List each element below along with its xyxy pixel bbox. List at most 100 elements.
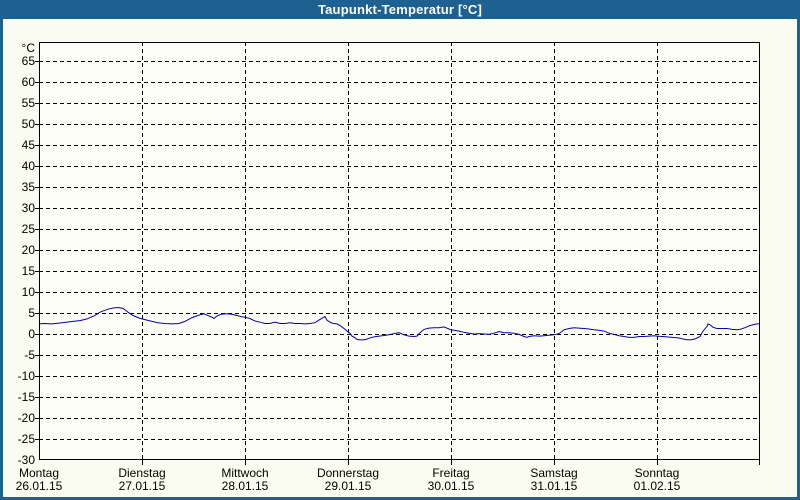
y-axis-label: 65 [21,54,35,68]
y-tick [35,313,39,314]
h-gridline [39,334,760,335]
day-name: Samstag [530,466,578,480]
v-gridline [245,42,246,460]
y-tick [35,229,39,230]
v-gridline [348,42,349,460]
h-gridline [39,376,760,377]
h-gridline [39,313,760,314]
h-gridline [39,82,760,83]
h-gridline [39,145,760,146]
y-tick [35,439,39,440]
h-gridline [39,292,760,293]
x-axis-day-label: Mittwoch 28.01.15 [200,467,290,493]
y-tick [35,250,39,251]
y-tick [35,187,39,188]
y-tick [35,271,39,272]
day-date: 28.01.15 [221,479,269,493]
y-tick [35,82,39,83]
x-tick [451,460,452,465]
h-gridline [39,124,760,125]
y-tick [35,61,39,62]
y-tick [35,292,39,293]
v-gridline [554,42,555,460]
h-gridline [39,187,760,188]
h-gridline [39,61,760,62]
window-border-left [0,19,3,500]
h-gridline [39,229,760,230]
y-axis-label: 40 [21,159,35,173]
h-gridline [39,355,760,356]
y-axis-min-label: -30 [17,453,35,467]
y-axis-label: 25 [21,222,35,236]
day-name: Freitag [432,466,470,480]
y-tick [35,145,39,146]
y-axis-label: 5 [28,306,35,320]
h-gridline [39,208,760,209]
plot-area [39,42,760,460]
h-gridline [39,166,760,167]
y-tick [35,376,39,377]
y-tick [35,103,39,104]
h-gridline [39,103,760,104]
v-gridline [142,42,143,460]
x-tick [657,460,658,465]
day-date: 30.01.15 [427,479,475,493]
day-date: 26.01.15 [15,479,63,493]
h-gridline [39,271,760,272]
y-tick [35,208,39,209]
y-axis-unit-label: °C [21,41,35,55]
y-axis-label: 15 [21,264,35,278]
x-tick [348,460,349,465]
day-name: Montag [18,466,60,480]
y-tick [35,418,39,419]
y-tick [35,166,39,167]
x-tick [759,460,760,465]
y-axis-label: -15 [17,390,35,404]
window-title: Taupunkt-Temperatur [°C] [317,2,483,17]
x-tick [554,460,555,465]
y-axis-label: -10 [17,369,35,383]
x-axis-day-label: Dienstag 27.01.15 [97,467,187,493]
y-axis-label: 35 [21,180,35,194]
day-name: Dienstag [118,466,166,480]
h-gridline [39,418,760,419]
y-axis-label: 45 [21,138,35,152]
x-axis-day-label: Donnerstag 29.01.15 [303,467,393,493]
y-axis-label: 0 [28,327,35,341]
day-date: 29.01.15 [324,479,372,493]
day-date: 01.02.15 [633,479,681,493]
x-tick [142,460,143,465]
dewpoint-series-line [39,306,760,341]
day-name: Donnerstag [316,466,380,480]
y-axis-label: -25 [17,432,35,446]
x-tick [245,460,246,465]
y-axis-label: -20 [17,411,35,425]
y-tick [35,334,39,335]
y-axis-label: 55 [21,96,35,110]
window-border-bottom [0,497,800,500]
y-axis-label: -5 [24,348,35,362]
y-tick [35,355,39,356]
day-date: 27.01.15 [118,479,166,493]
day-date: 31.01.15 [530,479,578,493]
v-gridline [451,42,452,460]
y-tick [35,397,39,398]
y-axis-label: 30 [21,201,35,215]
x-axis-day-label: Samstag 31.01.15 [509,467,599,493]
day-name: Mittwoch [221,466,269,480]
title-bar: Taupunkt-Temperatur [°C] [0,0,800,19]
y-axis-label: 10 [21,285,35,299]
dewpoint-line-chart [39,306,760,341]
v-gridline [657,42,658,460]
h-gridline [39,397,760,398]
y-axis-label: 20 [21,243,35,257]
y-axis-label: 50 [21,117,35,131]
x-axis-day-label: Sonntag 01.02.15 [612,467,702,493]
window-border-right [797,19,800,500]
h-gridline [39,250,760,251]
x-axis-day-label: Freitag 30.01.15 [406,467,496,493]
x-axis-day-label: Montag 26.01.15 [0,467,84,493]
day-name: Sonntag [634,466,680,480]
h-gridline [39,439,760,440]
